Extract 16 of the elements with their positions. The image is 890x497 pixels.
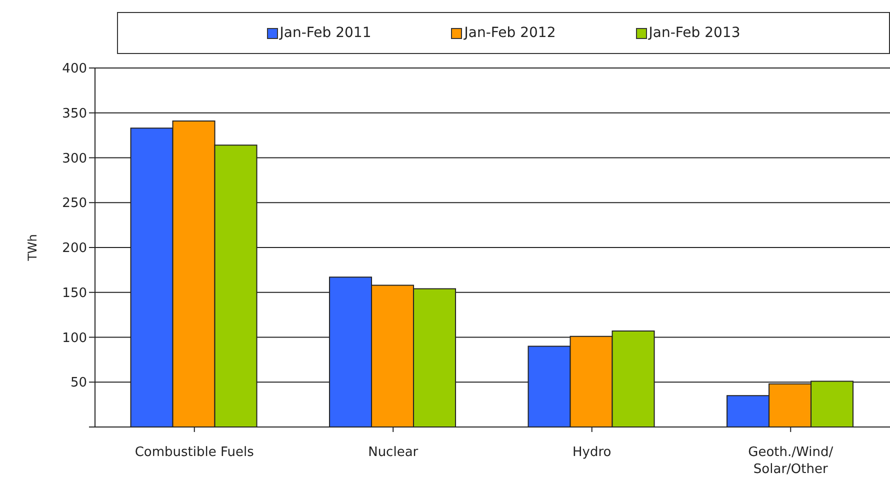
y-tick-label: 100 xyxy=(62,330,87,346)
y-axis-title: TWh xyxy=(25,234,40,262)
y-tick-label: 300 xyxy=(62,151,87,166)
y-tick-label: 400 xyxy=(62,62,87,77)
x-tick-label: Combustible Fuels xyxy=(134,445,254,460)
y-tick-label: 200 xyxy=(62,241,87,256)
y-tick-label: 250 xyxy=(62,196,87,212)
y-tick-label: 350 xyxy=(62,106,87,122)
x-tick-label: Geoth./Wind/Solar/Other xyxy=(748,445,834,477)
x-tick-label: Nuclear xyxy=(368,445,419,460)
legend-label: Jan-Feb 2011 xyxy=(278,25,372,41)
x-tick-label: Hydro xyxy=(572,445,612,460)
y-tick-label: 150 xyxy=(62,286,87,301)
legend-label: Jan-Feb 2012 xyxy=(462,25,556,41)
legend-label: Jan-Feb 2013 xyxy=(647,25,740,41)
y-tick-label: 50 xyxy=(70,376,87,391)
